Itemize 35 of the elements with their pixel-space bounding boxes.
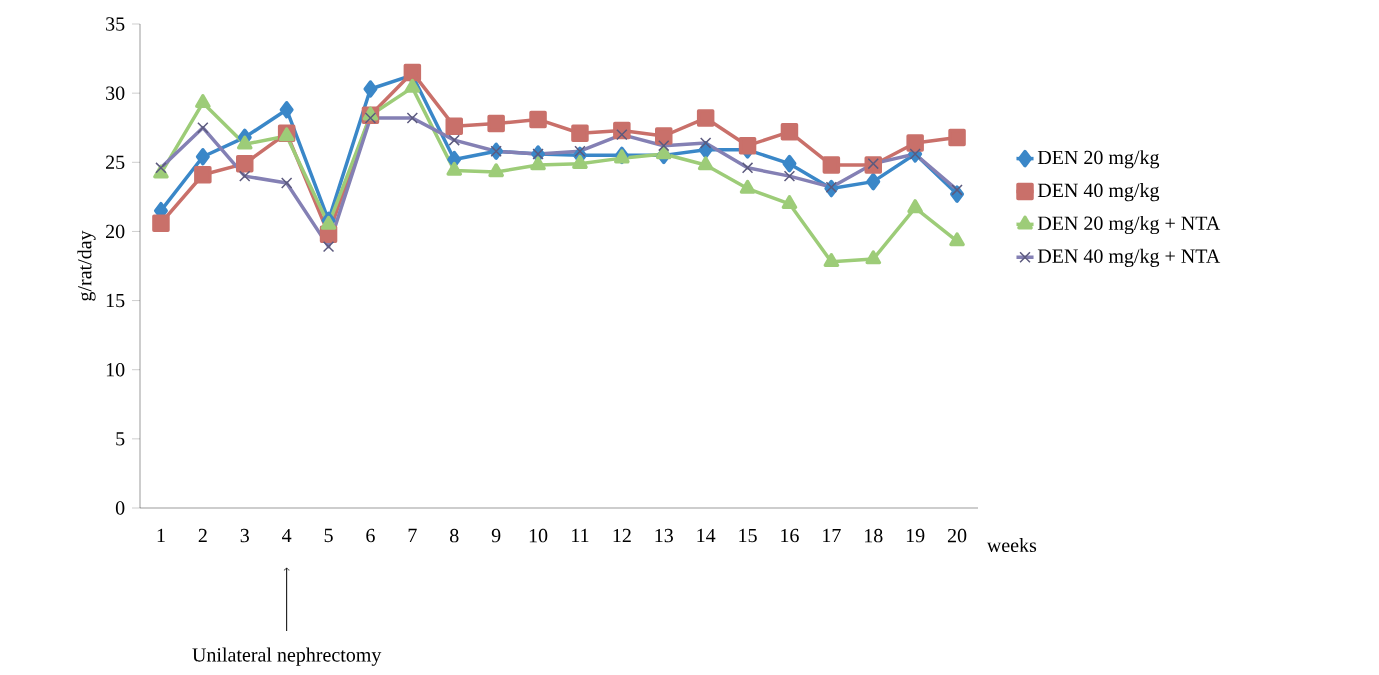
legend-label: DEN 20 mg/kg + NTA [1037,215,1221,235]
y-tick-label: 35 [106,17,125,31]
y-axis-title: g/rat/day [77,230,96,301]
x-tick-label: 11 [572,528,589,543]
x-tick-label: 6 [366,528,375,543]
x-axis-title: weeks [986,537,1037,553]
y-tick-label: 0 [115,501,125,515]
x-tick-label: 2 [198,528,207,543]
x-tick-label: 20 [947,528,967,543]
x-tick-label: 16 [781,528,799,543]
y-tick-label: 30 [106,86,125,100]
x-tick-label: 15 [739,528,757,543]
legend-label: DEN 40 mg/kg + NTA [1037,248,1221,267]
y-tick-label: 10 [106,362,125,377]
x-tick-label: 10 [529,528,548,543]
legend-label: DEN 20 mg/kg [1037,150,1160,169]
x-tick-label: 4 [282,528,292,543]
y-tick-label: 15 [106,293,125,308]
x-tick-label: 7 [408,528,417,542]
annotation: Unilateral nephrectomy [192,647,382,666]
legend-label: DEN 40 mg/kg [1037,183,1160,202]
x-tick-label: 3 [240,528,249,543]
x-tick-label: 14 [697,528,716,543]
y-tick-label: 20 [106,224,125,239]
x-tick-label: 18 [865,528,883,543]
x-tick-label: 19 [906,528,925,543]
y-tick-label: 25 [106,155,125,169]
x-tick-label: 12 [613,528,631,543]
x-tick-label: 17 [823,528,841,543]
y-tick-label: 5 [116,432,125,446]
x-tick-label: 5 [324,528,333,543]
x-tick-label: 13 [655,528,673,543]
x-tick-label: 9 [491,528,501,543]
x-tick-label: 8 [450,528,459,543]
x-tick-label: 1 [157,528,165,543]
